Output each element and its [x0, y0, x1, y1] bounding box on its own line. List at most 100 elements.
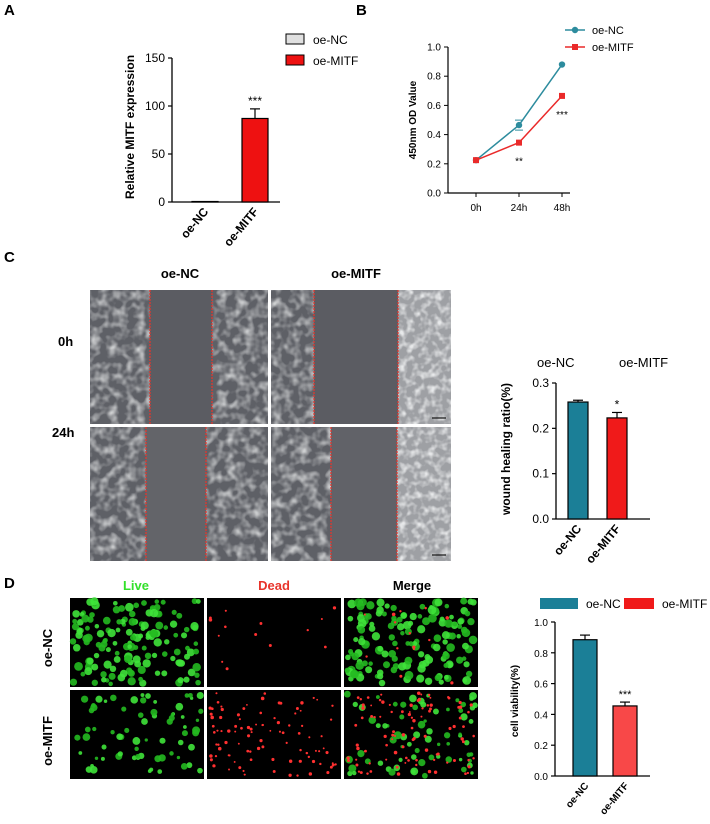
live-cell	[410, 767, 419, 776]
live-cell	[449, 614, 454, 620]
y-tick-label: 50	[152, 147, 166, 161]
live-cell	[452, 621, 458, 627]
dead-cell	[420, 715, 423, 718]
live-cell	[89, 612, 95, 618]
dead-cell	[227, 754, 230, 757]
live-cell	[135, 754, 141, 759]
live-cell	[433, 708, 439, 715]
live-cell	[121, 706, 127, 712]
dead-cell	[385, 758, 388, 761]
live-cell	[140, 621, 149, 630]
dead-cell	[299, 709, 302, 712]
live-cell	[424, 735, 432, 743]
live-cell	[390, 604, 397, 612]
live-cell	[166, 718, 173, 725]
legend-swatch-d-oe-nc	[540, 598, 578, 609]
dead-cell	[460, 737, 464, 741]
dead-cell	[331, 763, 335, 767]
live-cell	[192, 729, 200, 737]
live-cell	[115, 627, 121, 633]
dead-cell	[452, 724, 456, 729]
live-cell	[157, 769, 163, 774]
panel-label-a: A	[4, 2, 15, 19]
live-cell	[128, 617, 137, 626]
dead-cell	[326, 771, 330, 775]
chart-c-legend-oe-mitf: oe-MITF	[619, 355, 668, 370]
live-cell	[72, 618, 78, 624]
live-cell	[442, 652, 450, 660]
significance-label: **	[515, 157, 523, 168]
y-tick-label: 0.6	[427, 101, 441, 112]
live-cell	[365, 666, 373, 674]
data-point	[473, 157, 479, 164]
dead-cell	[217, 743, 220, 746]
bar	[567, 401, 589, 520]
live-cell	[124, 727, 130, 733]
dead-cell	[331, 704, 334, 707]
live-cell	[105, 647, 111, 653]
dead-cell	[238, 766, 242, 770]
dead-cell	[363, 750, 367, 753]
live-cell	[426, 728, 433, 735]
live-cell	[404, 628, 412, 636]
live-cell	[411, 641, 418, 647]
live-cell	[444, 674, 449, 680]
fluorescence-image	[344, 690, 478, 779]
significance-label: *	[615, 397, 620, 411]
live-cell	[95, 695, 103, 703]
dead-cell	[385, 743, 388, 747]
dead-cell	[312, 696, 315, 700]
live-cell	[86, 657, 94, 665]
live-cell	[155, 621, 164, 630]
dead-cell	[420, 693, 423, 696]
dead-cell	[411, 738, 415, 742]
live-cell	[125, 628, 133, 636]
live-cell	[423, 719, 427, 723]
dead-cell	[297, 732, 301, 735]
live-cell	[414, 748, 420, 754]
live-cell	[140, 693, 145, 697]
x-tick-label: 0h	[470, 203, 481, 214]
y-tick-label: 0.1	[532, 467, 549, 481]
dead-cell	[450, 681, 454, 685]
live-cell	[368, 661, 373, 666]
dead-cell	[311, 759, 316, 764]
y-tick-label: 0.6	[534, 680, 548, 691]
dead-cell	[396, 647, 399, 650]
live-cell	[460, 713, 468, 721]
live-cell	[84, 625, 90, 631]
live-cell	[387, 622, 395, 630]
live-cell	[366, 601, 375, 610]
dead-cell	[388, 703, 391, 707]
row-label-c-24h: 24h	[52, 425, 74, 440]
live-cell	[457, 618, 464, 625]
dead-cell	[246, 725, 251, 730]
category-label: oe-MITF	[583, 522, 623, 566]
dead-cell	[249, 727, 253, 731]
live-cell	[134, 660, 142, 668]
live-cell	[390, 666, 398, 674]
bar	[606, 417, 628, 520]
dead-cell	[401, 733, 406, 737]
dead-cell	[329, 718, 333, 721]
dead-cell	[314, 749, 317, 752]
live-cell	[470, 771, 474, 775]
dead-cell	[365, 655, 368, 658]
dead-cell	[396, 772, 401, 776]
live-cell	[404, 670, 414, 680]
live-cell	[112, 605, 121, 614]
live-cell	[361, 660, 368, 667]
live-cell	[458, 708, 464, 713]
live-cell	[78, 751, 83, 755]
live-cell	[186, 648, 195, 657]
live-cell	[73, 644, 81, 652]
dead-cell	[210, 715, 214, 720]
live-cell	[89, 765, 98, 774]
live-cell	[183, 725, 187, 729]
y-tick-label: 0.3	[532, 376, 549, 390]
live-cell	[347, 615, 354, 622]
dead-cell	[320, 617, 323, 621]
live-cell	[103, 699, 108, 703]
live-cell	[190, 622, 199, 631]
